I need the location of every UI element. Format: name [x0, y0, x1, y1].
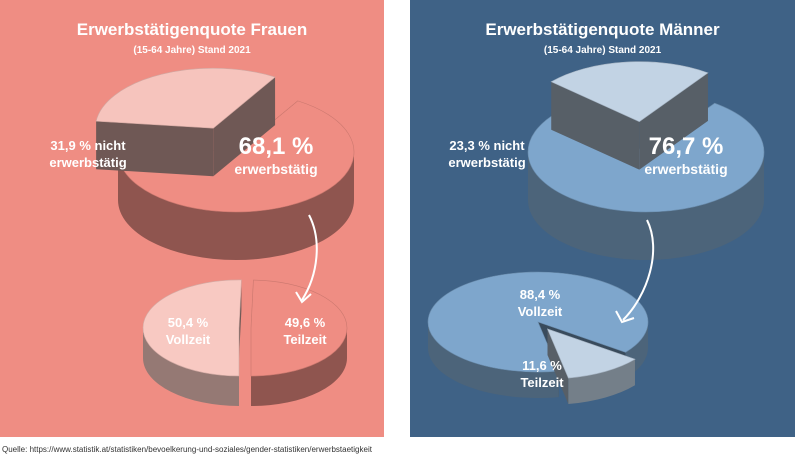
women-arrow: [301, 214, 318, 301]
women-sub-slice-1-top: [250, 279, 348, 377]
men-main-slice-0-rim: [528, 152, 764, 260]
men-fulltime-value: 88,4 %: [520, 287, 561, 302]
men-main-slice-1: [550, 61, 709, 170]
men-main-slice-1-wall: [551, 81, 640, 170]
men-sub-slice-1-rim: [568, 359, 635, 405]
women-main-slice-1-wall: [96, 121, 214, 177]
men-employed-value: 76,7 %: [649, 133, 724, 160]
women-parttime-label: Teilzeit: [283, 332, 327, 347]
men-sub-slice-1-top: [546, 328, 636, 379]
women-employed-label: erwerbstätig: [234, 161, 317, 177]
men-sub-slice-0-rim: [428, 322, 559, 398]
women-chart-panel: Erwerbstätigenquote Frauen (15-64 Jahre)…: [0, 0, 384, 437]
men-arrow-head: [615, 310, 635, 324]
women-sub-slice-0-rim: [143, 327, 240, 406]
women-sub-slice-0-top: [142, 279, 242, 377]
men-chart-title: Erwerbstätigenquote Männer: [485, 20, 720, 39]
women-employed-value: 68,1 %: [239, 133, 314, 160]
women-main-slice-1: [95, 67, 276, 177]
men-parttime-value: 11,6 %: [522, 358, 562, 373]
women-pie-chart: 68,1 % erwerbstätig 31,9 % nicht erwerbs…: [49, 67, 355, 407]
women-fulltime-value: 50,4 %: [168, 315, 209, 330]
men-main-slice-1-wall: [639, 72, 708, 170]
women-chart-subtitle: (15-64 Jahre) Stand 2021: [133, 45, 251, 56]
men-employed-label: erwerbstätig: [644, 161, 727, 177]
women-not-employed-value: 31,9 % nicht: [50, 138, 126, 153]
women-main-slice-1-wall: [213, 77, 276, 177]
men-not-employed-value: 23,3 % nicht: [449, 138, 525, 153]
men-sub-slice-1: [546, 328, 636, 405]
women-not-employed-label: erwerbstätig: [49, 155, 126, 170]
men-pie-chart: 76,7 % erwerbstätig 23,3 % nicht erwerbs…: [427, 61, 765, 405]
men-sub-slice-0-top: [427, 271, 649, 373]
women-main-slice-0-rim: [118, 152, 354, 260]
women-fulltime-label: Vollzeit: [166, 332, 211, 347]
men-main-slice-1-top: [550, 61, 709, 123]
men-chart-subtitle: (15-64 Jahre) Stand 2021: [543, 45, 662, 56]
women-sub-slice-1-rim: [250, 328, 347, 407]
women-parttime-value: 49,6 %: [285, 315, 326, 330]
men-not-employed-label: erwerbstätig: [448, 155, 525, 170]
women-arrow-head: [295, 291, 312, 304]
women-sub-slice-1: [250, 279, 348, 407]
women-chart-title: Erwerbstätigenquote Frauen: [76, 20, 308, 39]
women-sub-slice-0-wall: [239, 279, 242, 358]
men-fulltime-label: Vollzeit: [518, 304, 563, 319]
source-note: Quelle: https://www.statistik.at/statist…: [2, 445, 372, 454]
women-sub-slice-0: [142, 279, 242, 406]
men-arrow: [622, 219, 655, 321]
women-main-slice-1-top: [95, 67, 276, 129]
men-chart-panel: Erwerbstätigenquote Männer (15-64 Jahre)…: [410, 0, 795, 437]
men-parttime-label: Teilzeit: [520, 375, 564, 390]
men-sub-slice-1-wall: [547, 328, 569, 405]
